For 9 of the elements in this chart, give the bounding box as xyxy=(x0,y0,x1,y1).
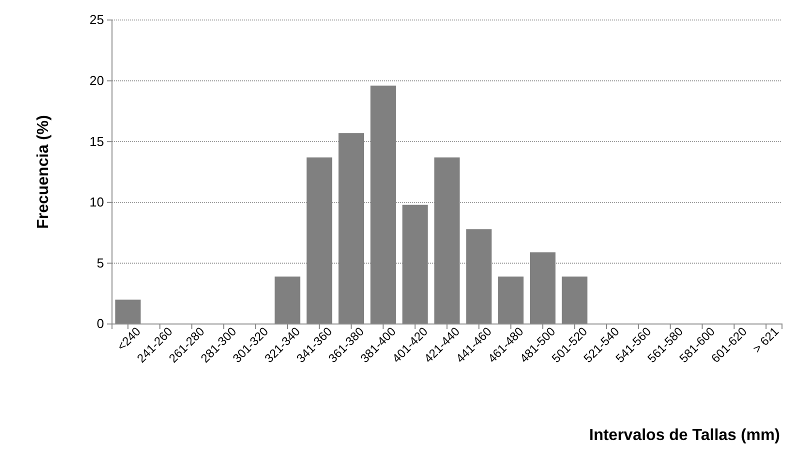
x-tick-label: > 621 xyxy=(750,324,782,356)
y-axis-title: Frecuencia (%) xyxy=(35,115,52,229)
y-tick-label: 20 xyxy=(90,72,104,88)
y-tick-label: 25 xyxy=(90,12,104,28)
y-tick-label: 15 xyxy=(90,134,104,149)
y-tick-label: 10 xyxy=(90,194,104,210)
y-tick-label: 5 xyxy=(96,255,104,270)
x-axis-title: Intervalos de Tallas (mm) xyxy=(589,427,780,444)
y-tick-label: 0 xyxy=(96,316,104,332)
